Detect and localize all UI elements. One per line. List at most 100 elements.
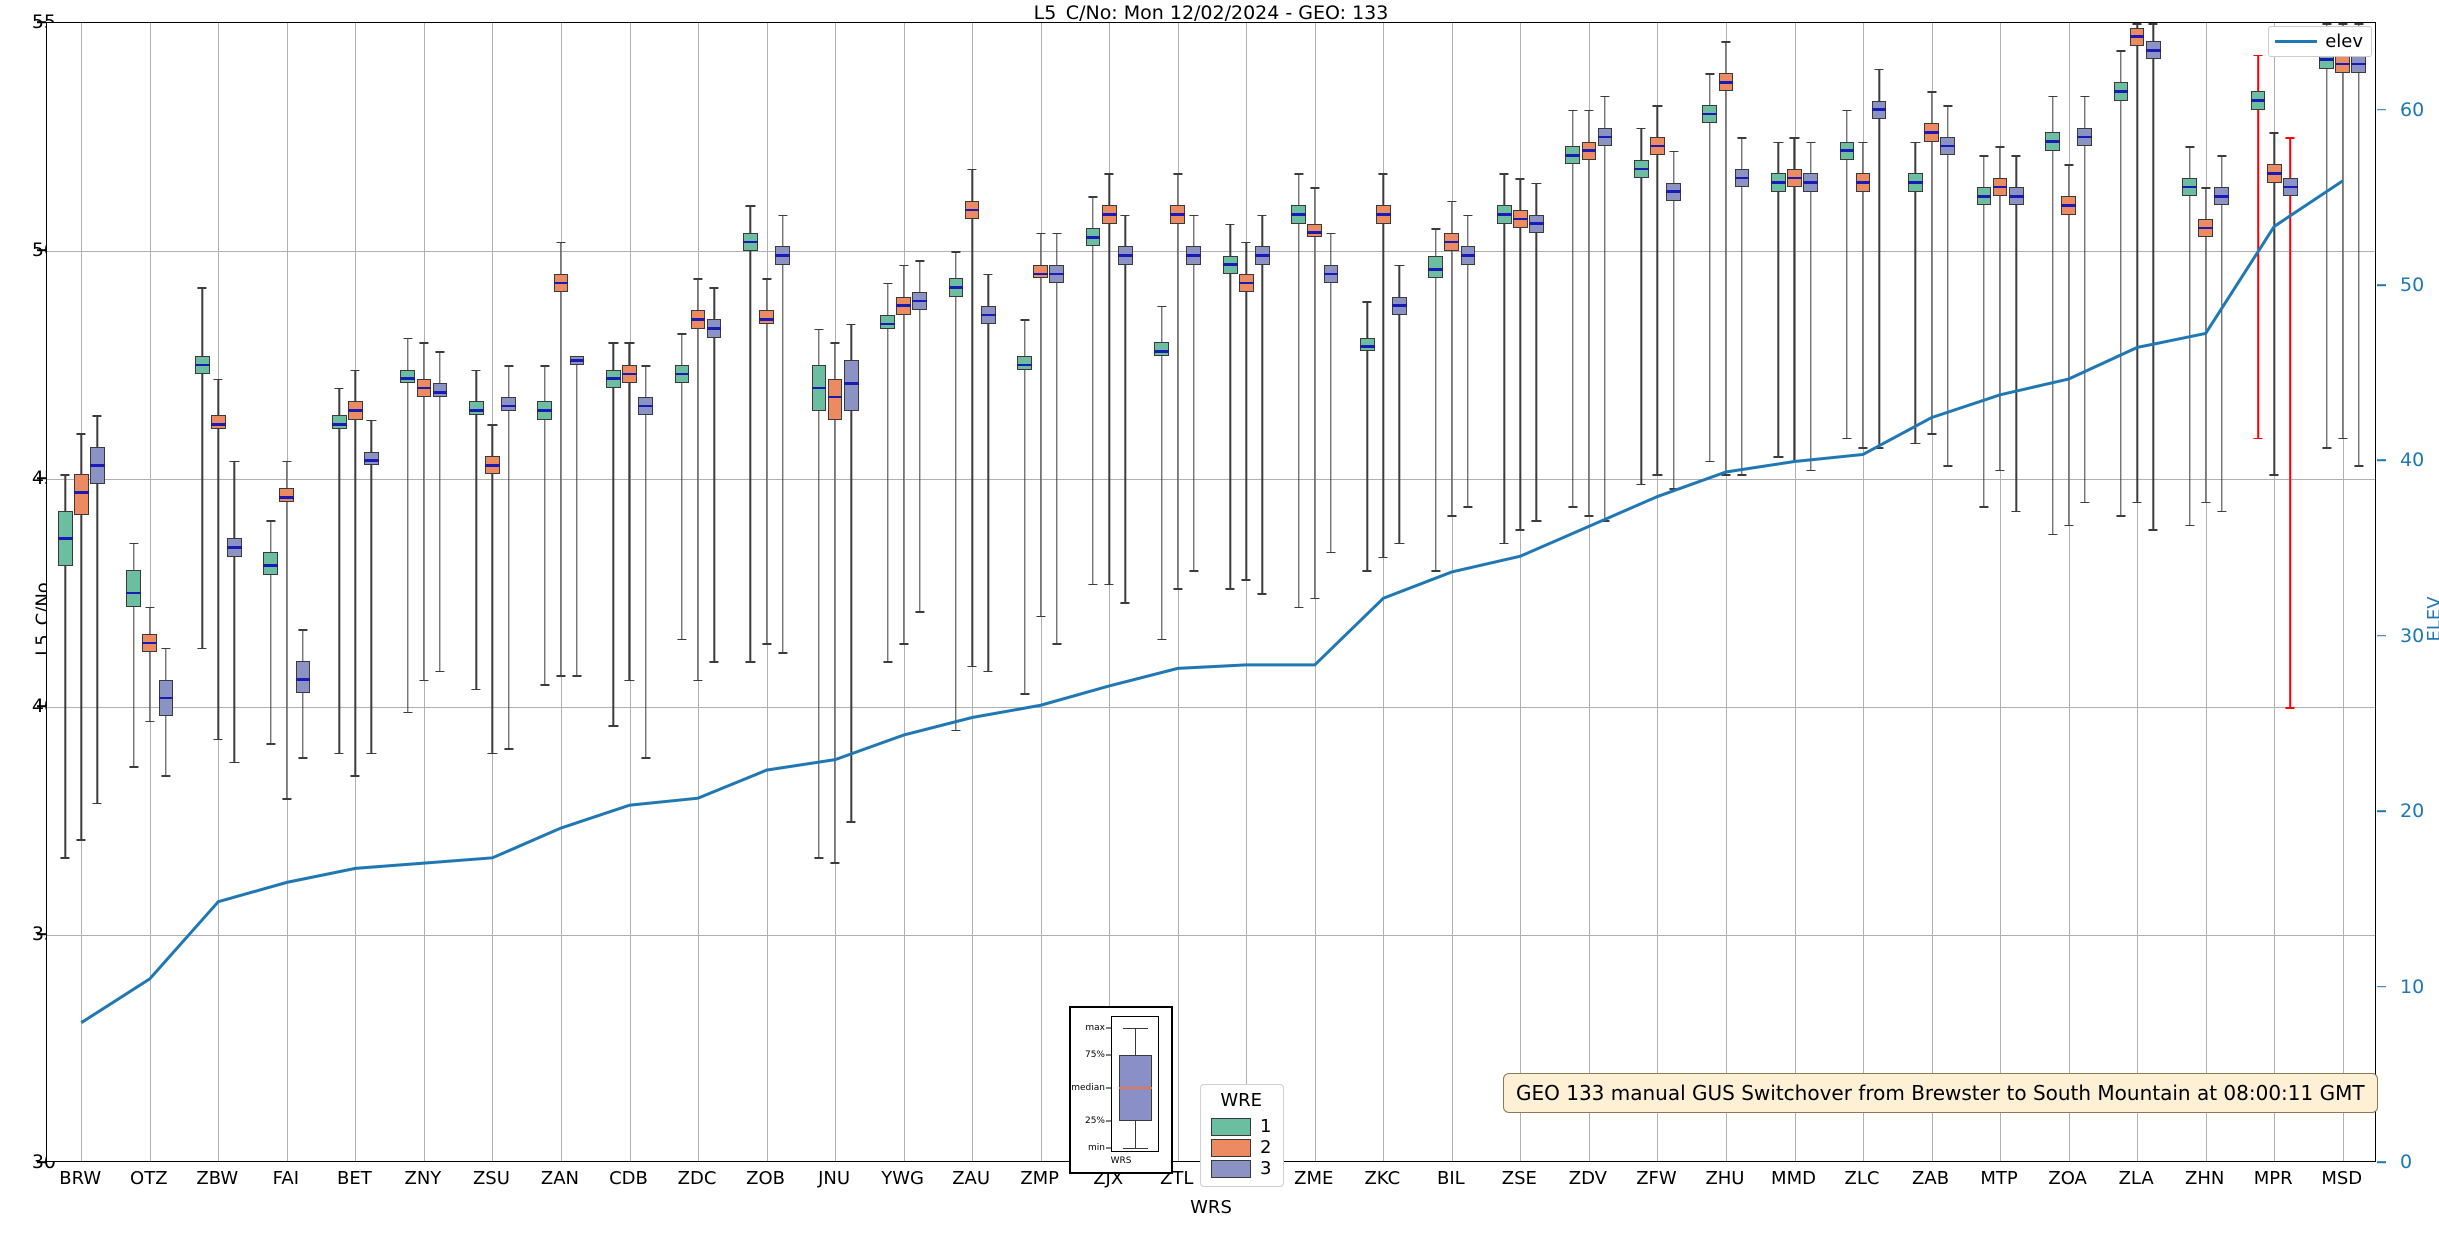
- whisker-line: [2067, 164, 2070, 525]
- x-axis-tick-bil: BIL: [1437, 1168, 1465, 1189]
- whisker-cap-min: [1531, 520, 1542, 522]
- y-axis-right-tick: 0: [2400, 1151, 2413, 1173]
- median-line: [880, 322, 895, 326]
- whisker-line: [1177, 173, 1179, 589]
- whisker-cap-max: [983, 273, 993, 276]
- whisker-cap-min: [1088, 583, 1098, 586]
- median-line: [485, 464, 500, 467]
- whisker-cap-max: [1447, 200, 1457, 203]
- x-axis-tick-zhn: ZHN: [2185, 1168, 2225, 1189]
- whisker-line: [1709, 73, 1711, 461]
- wre-legend-item-3[interactable]: 3: [1211, 1158, 1271, 1179]
- whisker-cap-min: [2116, 515, 2126, 517]
- whisker-line: [1672, 150, 1675, 489]
- elev-legend[interactable]: elev: [2268, 26, 2372, 57]
- x-axis-tick-mpr: MPR: [2253, 1168, 2293, 1189]
- boxplot-zbw-wre1: [194, 23, 210, 1163]
- whisker-cap-min: [1294, 606, 1304, 609]
- boxplot-explainer-xlabel: WRS: [1110, 1156, 1132, 1166]
- median-line: [2182, 185, 2197, 189]
- median-line: [1771, 181, 1786, 184]
- boxplot-explainer-frame: [1111, 1016, 1159, 1152]
- whisker-cap-min: [2253, 437, 2263, 440]
- boxplot-zmp-wre1: [1017, 23, 1032, 1163]
- box-iqr: [364, 451, 379, 466]
- whisker-cap-max: [967, 168, 977, 171]
- median-line: [1238, 281, 1254, 285]
- whisker-cap-min: [2285, 707, 2295, 709]
- whisker-line: [628, 342, 631, 680]
- median-line: [2045, 140, 2060, 143]
- boxplot-jnu-wre2: [827, 23, 843, 1163]
- whisker-cap-min: [145, 720, 155, 723]
- boxplot-zhu-wre3: [1734, 23, 1750, 1163]
- whisker-cap-max: [2269, 132, 2279, 134]
- whisker-cap-min: [1189, 570, 1199, 572]
- boxplot-ztl-wre1: [1154, 23, 1169, 1163]
- median-line: [1803, 181, 1818, 184]
- whisker-cap-min: [2148, 529, 2158, 531]
- median-line: [1323, 272, 1339, 276]
- median-line: [964, 208, 980, 212]
- whisker-cap-max: [1241, 241, 1251, 244]
- median-line: [2061, 204, 2076, 207]
- whisker-line: [2257, 54, 2259, 438]
- whisker-cap-max: [846, 323, 856, 326]
- whisker-cap-min: [1499, 542, 1509, 545]
- whisker-cap-max: [624, 342, 635, 344]
- whisker-cap-min: [1979, 506, 1989, 508]
- whisker-cap-max: [1531, 182, 1542, 185]
- boxplot-zse-wre2: [1513, 23, 1528, 1163]
- whisker-line: [749, 205, 752, 662]
- boxplot-ywg-wre1: [880, 23, 895, 1163]
- whisker-cap-max: [1721, 41, 1731, 43]
- whisker-cap-min: [2011, 510, 2021, 513]
- median-line: [759, 318, 774, 321]
- whisker-line: [1261, 214, 1264, 593]
- whisker-line: [1983, 155, 1985, 507]
- whisker-line: [1519, 178, 1522, 530]
- median-line: [1222, 263, 1238, 266]
- median-line: [1581, 149, 1597, 152]
- boxplot-ztl-wre2: [1170, 23, 1186, 1163]
- boxplot-zob-wre2: [759, 23, 774, 1163]
- whisker-cap-max: [1499, 173, 1509, 175]
- whisker-line: [1193, 214, 1195, 571]
- boxplot-zsu-wre1: [468, 23, 484, 1163]
- x-axis-tick-zlc: ZLC: [1844, 1168, 1880, 1189]
- whisker-line: [1946, 105, 1949, 466]
- y-axis-right-tick: 20: [2400, 800, 2425, 823]
- wre-legend-item-2[interactable]: 2: [1211, 1137, 1271, 1158]
- boxplot-zan-wre2: [553, 23, 569, 1163]
- whisker-line: [1382, 173, 1385, 557]
- whisker-cap-max: [1995, 146, 2005, 148]
- whisker-cap-min: [92, 802, 102, 805]
- whisker-cap-max: [1789, 137, 1800, 139]
- whisker-cap-max: [1120, 214, 1130, 217]
- median-line: [606, 377, 621, 380]
- median-line: [210, 422, 226, 426]
- y-axis-left-tickmark: [37, 933, 46, 935]
- x-axis-tick-brw: BRW: [59, 1168, 102, 1189]
- whisker-cap-max: [2354, 23, 2364, 25]
- gridline-horizontal: [47, 707, 2375, 708]
- whisker-line: [2221, 155, 2223, 511]
- median-line: [227, 546, 242, 549]
- boxplot-zsu-wre3: [501, 23, 516, 1163]
- whisker-line: [2084, 95, 2086, 502]
- whisker-cap-min: [1600, 520, 1610, 522]
- boxplot-zse-wre1: [1496, 23, 1512, 1163]
- boxplot-zfw-wre3: [1666, 23, 1681, 1163]
- median-line: [1170, 213, 1186, 216]
- whisker-cap-max: [1431, 228, 1441, 230]
- whisker-cap-max: [1104, 173, 1114, 175]
- whisker-cap-min: [1241, 579, 1251, 581]
- wre-legend-item-1[interactable]: 1: [1211, 1116, 1271, 1137]
- whisker-cap-max: [1600, 95, 1610, 98]
- whisker-cap-max: [129, 542, 139, 545]
- median-line: [2282, 185, 2298, 189]
- whisker-line: [201, 287, 203, 648]
- median-line: [1908, 181, 1923, 184]
- whisker-line: [560, 241, 562, 676]
